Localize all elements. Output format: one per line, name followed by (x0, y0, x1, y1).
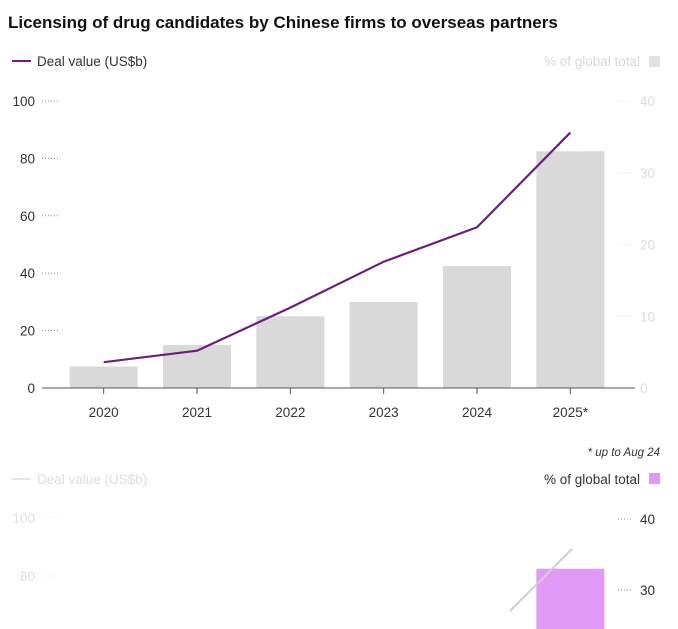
inset-legend-deal-value-label: Deal value (US$b) (37, 472, 147, 487)
x-tick-label: 2025* (553, 405, 589, 420)
inset-legend-deal-value: Deal value (US$b) (12, 472, 147, 487)
legend-deal-value-label: Deal value (US$b) (37, 54, 147, 69)
right-tick-label: 30 (640, 166, 655, 181)
inset-left-tick-label: 100 (12, 511, 35, 526)
right-tick-label: 0 (640, 381, 648, 396)
footnote: * up to Aug 24 (588, 447, 660, 459)
inset-legend-pct-global-label: % of global total (544, 472, 640, 487)
x-tick-label: 2022 (275, 405, 305, 420)
left-tick-label: 60 (20, 209, 35, 224)
chart-title: Licensing of drug candidates by Chinese … (8, 13, 558, 32)
inset-left-tick-label: 80 (20, 569, 35, 584)
bar-pct-global-2021 (163, 344, 231, 388)
x-tick-label: 2024 (462, 405, 493, 420)
left-tick-label: 40 (20, 266, 35, 281)
bar-pct-global-2023 (349, 301, 418, 388)
right-tick-label: 40 (640, 94, 655, 109)
inset-line-deal-value (509, 548, 573, 612)
left-tick-label: 0 (27, 381, 35, 396)
line-deal-value (103, 131, 572, 364)
inset-legend-pct-global: % of global total (544, 472, 660, 487)
legend-pct-global: % of global total (544, 54, 660, 69)
inset-right-tick-label: 40 (640, 512, 655, 527)
bar-pct-global-2025* (536, 151, 605, 388)
inset-right-tick-label: 30 (640, 583, 655, 598)
right-tick-label: 20 (640, 238, 655, 253)
inset-bar-pct-global-2025 (536, 568, 605, 629)
left-tick-label: 100 (12, 94, 35, 109)
legend-bar-swatch (649, 56, 660, 67)
x-tick-label: 2023 (369, 405, 399, 420)
x-tick-label: 2020 (89, 405, 119, 420)
bar-pct-global-2022 (256, 316, 325, 388)
right-tick-label: 10 (640, 309, 655, 324)
legend-pct-global-label: % of global total (544, 54, 640, 69)
inset-legend-bar-swatch (649, 473, 660, 484)
legend-deal-value: Deal value (US$b) (12, 54, 147, 69)
main-plot: 0 20 40 60 80 100 0 10 20 30 40 2020 2021 2022 2023 202… (12, 94, 655, 420)
bar-pct-global-2020 (69, 366, 138, 388)
x-tick-label: 2021 (182, 405, 212, 420)
left-tick-label: 80 (20, 151, 35, 166)
inset-plot: 100 80 40 30 (12, 511, 655, 629)
bar-pct-global-2024 (443, 266, 511, 388)
left-tick-label: 20 (20, 324, 35, 339)
